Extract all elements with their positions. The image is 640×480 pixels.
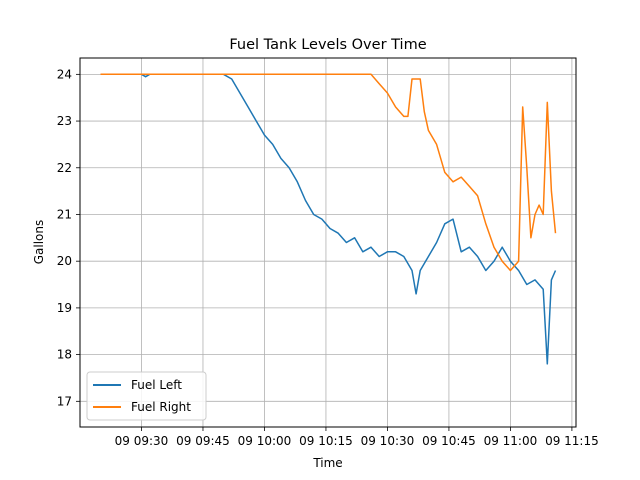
- x-tick-label: 09 09:30: [115, 434, 169, 448]
- x-axis-label: Time: [312, 456, 342, 470]
- x-axis: 09 09:30 09 09:45 09 10:00 09 10:15 09 10:30…: [115, 427, 599, 448]
- legend-label-fuel-left: Fuel Left: [131, 378, 182, 392]
- y-tick-label: 18: [57, 348, 72, 362]
- y-tick-label: 20: [57, 254, 72, 268]
- y-tick-label: 24: [57, 67, 72, 81]
- x-tick-label: 09 11:15: [545, 434, 599, 448]
- series-line-fuel-left: [100, 73, 557, 365]
- gridlines: [80, 58, 576, 427]
- y-tick-label: 23: [57, 114, 72, 128]
- plot-frame: [79, 57, 577, 428]
- y-axis-label: Gallons: [32, 220, 46, 265]
- legend-label-fuel-right: Fuel Right: [131, 400, 191, 414]
- legend: Fuel Left Fuel Right: [86, 371, 207, 421]
- x-tick-label: 09 10:45: [422, 434, 476, 448]
- series-line-fuel-right: [100, 73, 557, 272]
- x-tick-label: 09 09:45: [176, 434, 230, 448]
- chart-title: Fuel Tank Levels Over Time: [229, 37, 426, 53]
- y-tick-label: 21: [57, 207, 72, 221]
- y-tick-label: 17: [57, 394, 72, 408]
- y-tick-label: 22: [57, 161, 72, 175]
- plot-area: [80, 58, 576, 427]
- y-tick-label: 19: [57, 301, 72, 315]
- x-tick-label: 09 10:30: [361, 434, 415, 448]
- series-layer: [100, 73, 557, 365]
- x-tick-label: 09 10:00: [238, 434, 292, 448]
- x-tick-label: 09 10:15: [299, 434, 353, 448]
- y-axis: 17 18 19 20 21 22 23 24: [57, 67, 80, 408]
- x-tick-label: 09 11:00: [484, 434, 538, 448]
